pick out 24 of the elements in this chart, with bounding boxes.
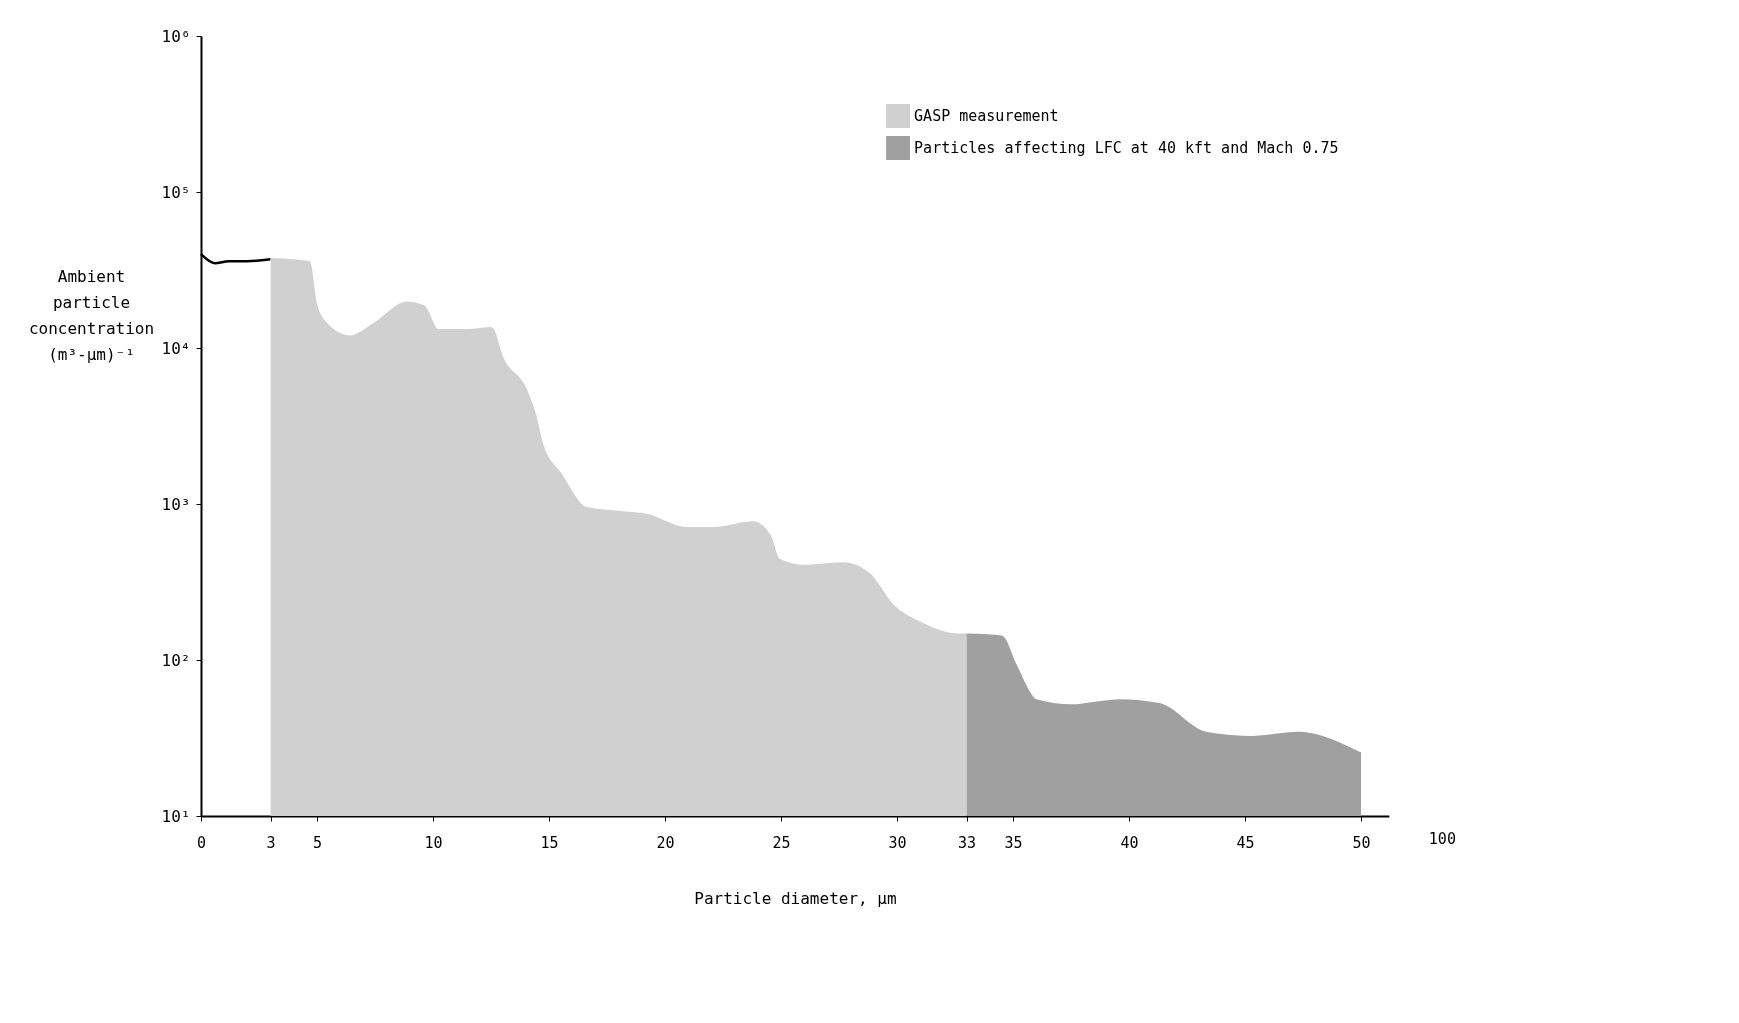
legend-label: GASP measurement [914,107,1059,125]
x-tick-label: 3 [266,833,276,852]
y-tick-label: 10⁶ [161,26,191,46]
x-tick-label: 33 [958,833,977,852]
x-tick-label: 30 [888,833,907,852]
x-tick-label: 15 [540,833,559,852]
x-tick-label: 5 [312,833,323,852]
x-tick-label: 0 [196,833,207,852]
x-tick-label: 10 [424,833,443,852]
x-tick-label: 35 [1004,833,1023,852]
y-tick-label: 10³ [161,494,191,514]
x-tick-label: 25 [772,833,791,852]
y-tick-label: 10² [161,650,191,670]
x-tick-label: 45 [1236,833,1255,852]
x-axis-title: Particle diameter, µm [694,888,897,908]
x-tick-label: 40 [1120,833,1139,852]
y-tick-label: 10¹ [161,806,191,826]
x-tick-label: 20 [656,833,675,852]
text: 100 [1428,830,1456,848]
x-tick-label: 50 [1352,833,1371,852]
y-tick-label: 10⁵ [161,182,191,202]
legend-label: Particles affecting LFC at 40 kft and Mach 0.75 [914,139,1339,157]
y-tick-label: 10⁴ [161,338,191,358]
y-axis-title: Ambient particle concentration (m³-µm)⁻¹ [28,266,155,364]
